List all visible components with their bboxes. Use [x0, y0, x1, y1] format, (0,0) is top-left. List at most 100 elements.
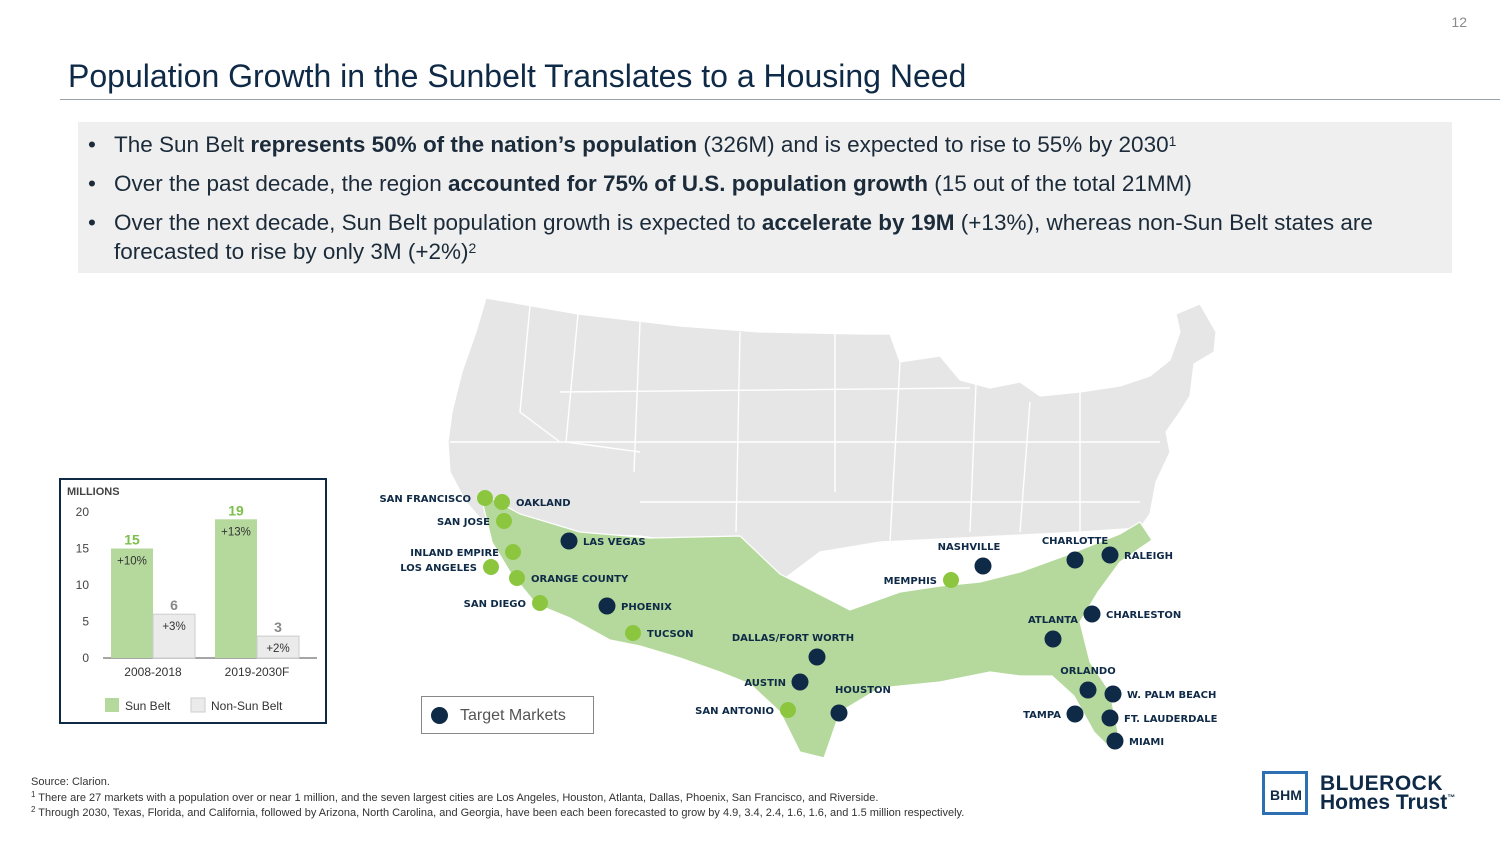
bar-value-label: 15: [124, 532, 140, 548]
city-label: INLAND EMPIRE: [410, 548, 499, 559]
city-marker-phoenix: [598, 597, 616, 615]
city-label: PHOENIX: [621, 602, 672, 613]
city-marker-san-diego: [532, 595, 548, 611]
bar-value-label: 6: [170, 597, 178, 613]
bar-value-label: 19: [228, 502, 244, 518]
city-label: DALLAS/FORT WORTH: [732, 633, 854, 644]
city-label: TUCSON: [647, 629, 694, 640]
sunbelt-region: [479, 490, 1153, 759]
bullet-2: • Over the past decade, the region accoun…: [88, 169, 1434, 198]
city-marker-charleston: [1083, 605, 1101, 623]
city-label: NASHVILLE: [938, 542, 1001, 553]
city-marker-tampa: [1066, 705, 1084, 723]
city-label: SAN ANTONIO: [695, 706, 774, 717]
city-marker-austin: [791, 673, 809, 691]
y-tick-label: 10: [76, 578, 90, 592]
chart-svg: MILLIONS 0 5 10 15 20 15 +10% 6 +3% 2008-2018 19 +13…: [67, 486, 317, 713]
bar-pct-label: +3%: [162, 621, 185, 633]
bar-non-sun-belt: [152, 613, 196, 659]
map-legend: Target Markets: [421, 696, 594, 734]
city-marker-atlanta: [1044, 630, 1062, 648]
page-number: 12: [1451, 14, 1467, 30]
city-marker-los-angeles: [483, 559, 499, 575]
us-sunbelt-map: SAN FRANCISCO OAKLAND SAN JOSE INLAND EMPIR…: [380, 297, 1218, 759]
city-label: TAMPA: [1023, 710, 1061, 721]
legend-entry: Sun Belt: [125, 699, 171, 713]
city-label: CHARLOTTE: [1042, 536, 1109, 547]
legend-label: Target Markets: [460, 707, 566, 724]
target-market-dot-icon: [431, 707, 448, 724]
city-marker-san-francisco: [477, 490, 493, 506]
city-marker-san-jose: [496, 513, 512, 529]
y-tick-label: 0: [82, 651, 89, 665]
y-tick-label: 20: [76, 505, 90, 519]
source-note: Source: Clarion.: [31, 776, 110, 788]
city-label: ORLANDO: [1060, 666, 1115, 677]
bar-non-sun-belt: [256, 635, 300, 659]
city-marker-charlotte: [1066, 551, 1084, 569]
bullet-3: • Over the next decade, Sun Belt populati…: [88, 208, 1434, 266]
city-marker-w-palm-beach: [1104, 685, 1122, 703]
title-divider: [60, 99, 1500, 100]
city-label: MEMPHIS: [884, 576, 937, 587]
legend-entry: Non-Sun Belt: [211, 699, 283, 713]
bullet-text: Over the next decade, Sun Belt populatio…: [114, 210, 762, 235]
city-label: RALEIGH: [1124, 551, 1173, 562]
city-label: AUSTIN: [744, 678, 786, 689]
bar-value-label: 3: [274, 619, 282, 635]
bar-sun-belt: [111, 548, 153, 658]
city-label: SAN FRANCISCO: [380, 494, 471, 505]
x-tick-label: 2019-2030F: [225, 665, 290, 679]
company-logo: BHM BLUEROCK Homes Trust™: [1262, 770, 1462, 818]
bar-pct-label: +2%: [266, 643, 289, 655]
bold-text: accounted for 75% of U.S. population gro…: [447, 171, 928, 196]
bullet-text: Over the past decade, the region: [114, 171, 448, 196]
footnote-2: 2 Through 2030, Texas, Florida, and Cali…: [31, 805, 965, 820]
city-marker-inland-empire: [505, 544, 521, 560]
population-growth-chart: MILLIONS 0 5 10 15 20 15 +10% 6 +3% 2008-2018 19 +13…: [59, 478, 327, 724]
city-label: SAN DIEGO: [464, 599, 526, 610]
key-points-panel: • The Sun Belt represents 50% of the nati…: [78, 122, 1452, 273]
city-label: FT. LAUDERDALE: [1124, 714, 1218, 725]
city-marker-houston: [830, 704, 848, 722]
city-marker-las-vegas: [560, 532, 578, 550]
bullet-text: (326M) and is expected to rise to 55% by…: [697, 132, 1169, 157]
bar-pct-label: +13%: [221, 526, 251, 538]
y-tick-label: 15: [76, 542, 90, 556]
city-marker-oakland: [494, 494, 510, 510]
footnote-ref: 2: [468, 240, 477, 256]
city-label: HOUSTON: [835, 685, 891, 696]
state-borders: [450, 305, 1160, 543]
legend-swatch: [190, 697, 206, 713]
footnote-1: 1 There are 27 markets with a population…: [31, 789, 879, 804]
bullet-marker: •: [88, 132, 96, 157]
footnotes: Source: Clarion. 1 There are 27 markets …: [31, 775, 964, 822]
city-marker-memphis: [943, 572, 959, 588]
bullet-text: The Sun Belt: [114, 132, 251, 157]
logo-line-2: Homes Trust™: [1320, 791, 1456, 814]
bar-pct-label: +10%: [117, 556, 147, 568]
city-marker-orlando: [1079, 681, 1097, 699]
bold-text: accelerate by 19M: [761, 210, 955, 235]
y-tick-label: 5: [82, 615, 89, 629]
city-label: OAKLAND: [516, 498, 571, 509]
bullet-1: • The Sun Belt represents 50% of the nati…: [88, 130, 1434, 159]
city-marker-miami: [1106, 732, 1124, 750]
city-marker-ft-lauderdale: [1101, 709, 1119, 727]
city-label: ATLANTA: [1028, 615, 1078, 626]
city-label: LOS ANGELES: [400, 563, 477, 574]
legend-swatch: [105, 698, 119, 712]
bullet-marker: •: [88, 210, 96, 235]
city-marker-nashville: [974, 557, 992, 575]
page-title: Population Growth in the Sunbelt Transla…: [68, 58, 967, 94]
city-markers: SAN FRANCISCO OAKLAND SAN JOSE INLAND EMPIR…: [380, 490, 1218, 750]
city-marker-dallas-fort-worth: [808, 648, 826, 666]
bullet-text: (15 out of the total 21MM): [927, 171, 1192, 196]
footnote-ref: 1: [1168, 133, 1177, 149]
city-label: MIAMI: [1129, 737, 1164, 748]
logo-line-1: BLUEROCK: [1320, 772, 1443, 795]
y-axis-label: MILLIONS: [67, 486, 120, 498]
city-label: CHARLESTON: [1106, 610, 1181, 621]
bar-sun-belt: [215, 519, 257, 658]
city-label: W. PALM BEACH: [1127, 690, 1216, 701]
